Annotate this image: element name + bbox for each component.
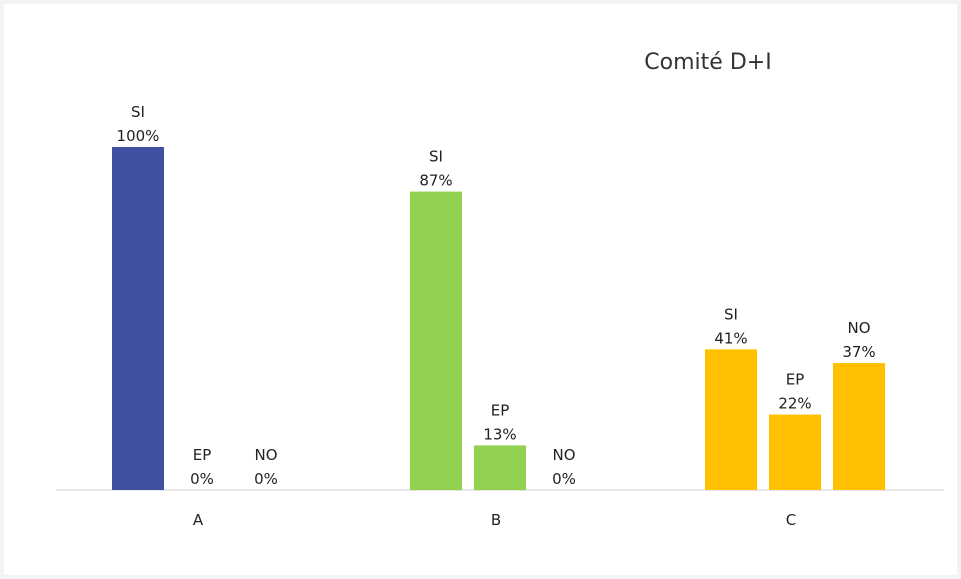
data-label-value-a-no: 0% — [254, 470, 278, 488]
bars-layer: 100% SI 0% EP 0% NO A 87% SI 13% EP 0% NO B 41% SI 22% EP… — [112, 103, 885, 529]
x-tick-label-c: C — [786, 511, 796, 529]
data-label-value-b-si: 87% — [419, 172, 452, 190]
data-label-name-b-si: SI — [429, 148, 443, 166]
data-label-value-c-ep: 22% — [778, 395, 811, 413]
x-tick-label-a: A — [193, 511, 204, 529]
bar-a-si — [112, 147, 164, 490]
bar-c-si — [705, 349, 757, 490]
chart-title: Comité D+I — [644, 50, 771, 75]
bar-c-no — [833, 363, 885, 490]
bar-b-si — [410, 191, 462, 490]
data-label-value-b-ep: 13% — [483, 425, 516, 443]
data-label-name-b-no: NO — [552, 446, 575, 464]
data-label-name-a-ep: EP — [193, 446, 212, 464]
data-label-name-c-si: SI — [724, 305, 738, 323]
x-tick-label-b: B — [491, 511, 501, 529]
bar-chart: Comité D+I 100% SI 0% EP 0% NO A 87% SI 13% EP 0% NO… — [56, 50, 944, 529]
data-label-name-c-no: NO — [847, 319, 870, 337]
data-label-name-a-no: NO — [254, 446, 277, 464]
data-label-value-a-ep: 0% — [190, 470, 214, 488]
data-label-name-b-ep: EP — [491, 401, 510, 419]
data-label-value-a-si: 100% — [117, 127, 160, 145]
data-label-value-c-si: 41% — [714, 329, 747, 347]
data-label-value-b-no: 0% — [552, 470, 576, 488]
data-label-name-a-si: SI — [131, 103, 145, 121]
bar-b-ep — [474, 445, 526, 490]
data-label-value-c-no: 37% — [842, 343, 875, 361]
chart-card: Comité D+I 100% SI 0% EP 0% NO A 87% SI 13% EP 0% NO… — [4, 4, 957, 575]
data-label-name-c-ep: EP — [786, 371, 805, 389]
bar-c-ep — [769, 414, 821, 490]
